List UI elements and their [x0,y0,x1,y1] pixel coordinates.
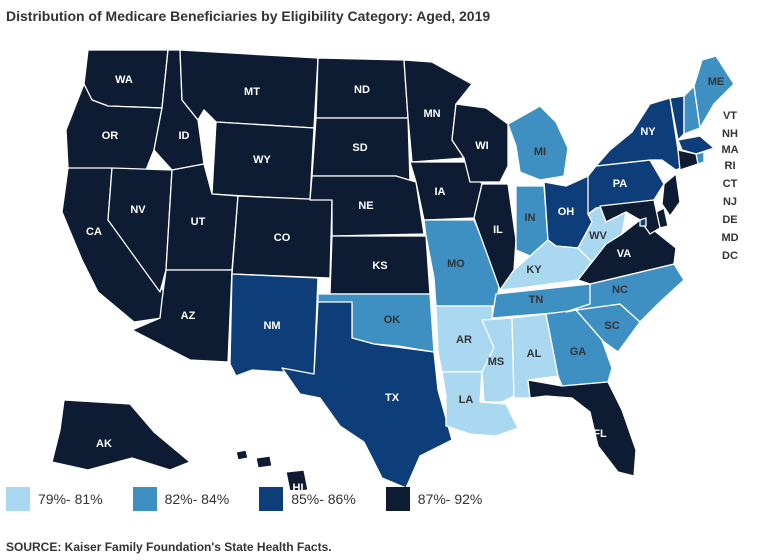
map-title: Distribution of Medicare Beneficiaries b… [6,8,491,24]
state-label-ut: UT [191,216,206,228]
state-label-tn: TN [529,294,544,306]
state-label-nv: NV [130,204,146,216]
state-label-ne: NE [358,200,373,212]
state-label-wy: WY [253,154,271,166]
state-label-mn: MN [423,108,440,120]
state-label-in: IN [525,212,536,224]
legend-item-1: 82%- 84% [132,487,230,511]
state-label-ks: KS [372,260,387,272]
state-label-ny: NY [640,126,656,138]
state-nc [565,263,685,323]
state-label-or: OR [102,130,119,142]
state-label-nj: NJ [723,196,737,208]
state-ma [677,135,715,155]
state-label-ky: KY [526,264,542,276]
state-label-hi: HI [293,482,304,490]
state-hi [235,449,309,490]
state-label-wv: WV [589,230,607,242]
legend-item-2: 85%- 86% [259,487,356,511]
state-la [441,371,519,437]
state-label-dc: DC [722,250,738,262]
state-dc [639,217,647,227]
state-label-mt: MT [244,86,260,98]
state-label-ma: MA [721,144,738,156]
state-label-ar: AR [456,334,472,346]
state-label-va: VA [617,248,632,260]
source-note: SOURCE: Kaiser Family Foundation's State… [6,540,332,554]
state-label-sd: SD [352,142,367,154]
state-label-ok: OK [384,314,401,326]
state-label-ms: MS [488,356,505,368]
state-nm [229,273,319,377]
state-label-me: ME [708,76,725,88]
legend-item-3: 87%- 92% [385,487,483,511]
state-ne [309,175,425,237]
state-label-oh: OH [558,206,575,218]
legend-swatch-2 [259,487,284,511]
state-label-sc: SC [604,320,619,332]
state-mi [507,105,569,181]
state-label-nc: NC [612,284,628,296]
state-tx [281,301,453,489]
state-label-wi: WI [475,140,488,152]
state-label-nd: ND [354,84,370,96]
state-label-nh: NH [722,128,738,140]
legend-label-2: 85%- 86% [291,491,356,507]
state-wi [451,103,509,183]
state-label-il: IL [493,224,503,236]
state-ct [677,149,699,171]
state-label-md: MD [721,232,738,244]
state-label-nm: NM [263,320,280,332]
legend-label-1: 82%- 84% [164,491,230,507]
state-label-tx: TX [385,392,400,404]
state-fl [527,379,637,477]
state-label-ga: GA [570,346,587,358]
state-label-mi: MI [534,146,546,158]
state-label-ak: AK [96,438,112,450]
state-me [693,55,735,129]
state-label-co: CO [274,232,291,244]
state-label-de: DE [722,214,737,226]
state-nj [661,173,681,217]
state-label-mo: MO [447,258,465,270]
state-label-fl: FL [593,428,607,440]
state-nv [107,167,173,293]
state-label-vt: VT [723,110,737,122]
state-label-wa: WA [115,74,133,86]
state-label-az: AZ [181,310,196,322]
state-label-pa: PA [613,178,628,190]
legend-label-3: 87%- 92% [417,491,483,507]
state-label-al: AL [527,348,542,360]
state-label-la: LA [459,394,474,406]
state-ak [51,399,191,471]
legend-item-0: 79%- 81% [6,487,103,511]
legend-swatch-1 [132,487,157,511]
legend-label-0: 79%- 81% [38,491,103,507]
legend-swatch-3 [385,487,410,511]
state-label-ca: CA [86,226,102,238]
state-label-id: ID [179,130,190,142]
state-label-ri: RI [725,160,736,172]
us-states-map: WA OR CA NV ID MT WY UT AZ CO NM ND SD NE KS OK TX MN IA MO… [51,49,739,490]
state-label-ia: IA [435,186,446,198]
legend: 79%- 81% 82%- 84% 85%- 86% 87%- 92% [6,487,512,511]
legend-swatch-0 [6,487,30,511]
state-label-ct: CT [723,178,738,190]
